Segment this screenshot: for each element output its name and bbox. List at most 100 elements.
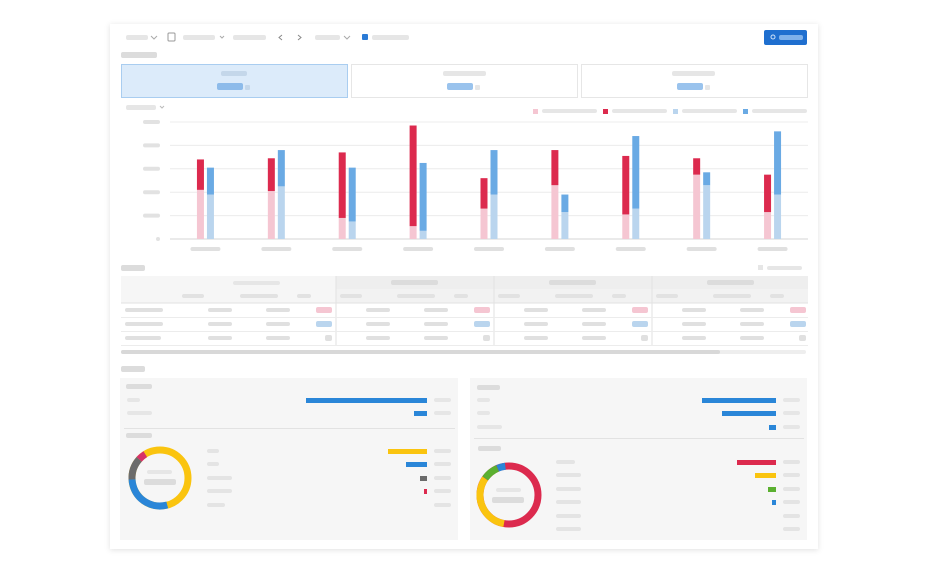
cell-badge [632, 307, 648, 313]
toolbar [126, 30, 807, 45]
cell-badge [632, 321, 648, 327]
panel-left [120, 378, 458, 540]
cell [682, 322, 706, 326]
calendar-icon[interactable] [167, 32, 176, 42]
legend [533, 109, 807, 114]
bar-segment [622, 155, 630, 215]
bar-segment [551, 185, 559, 239]
cell-badge [316, 307, 332, 313]
cell [524, 336, 548, 340]
cell [266, 322, 290, 326]
bar-segment [480, 208, 488, 239]
cell [682, 308, 706, 312]
bar-segment [703, 185, 711, 239]
bar-segment [348, 221, 356, 239]
panel-right [470, 378, 807, 540]
x-tick-label [403, 247, 434, 251]
scroll-thumb[interactable] [121, 350, 720, 354]
bar-segment [774, 131, 782, 195]
kpi-cards [121, 64, 808, 98]
cell [424, 322, 448, 326]
kpi-card[interactable] [581, 64, 808, 98]
bar-segment [622, 214, 630, 239]
legend-label [542, 109, 597, 113]
bar-segment [632, 136, 640, 209]
checkbox-label [372, 35, 409, 40]
kpi-label [672, 71, 715, 76]
date-field[interactable] [183, 35, 215, 40]
bar-segment [409, 125, 417, 227]
legend-label [682, 109, 737, 113]
cell [266, 336, 290, 340]
section-label [121, 366, 145, 372]
cell-badge [641, 335, 648, 341]
bar-segment [196, 159, 204, 190]
y-tick-label [143, 166, 160, 171]
checkbox[interactable] [362, 34, 368, 40]
cell-badge [799, 335, 806, 341]
bar-segment [206, 167, 214, 195]
cell [208, 308, 232, 312]
kpi-label [221, 71, 247, 76]
button-label [779, 35, 803, 40]
cell [582, 308, 606, 312]
x-tick-label [474, 247, 504, 251]
section-label [121, 265, 145, 271]
export-icon[interactable] [758, 265, 763, 270]
kpi-delta [705, 85, 710, 90]
bar-chart [143, 120, 808, 251]
bar-segment [561, 212, 569, 239]
chevron [159, 105, 165, 109]
x-tick-label [544, 247, 575, 251]
bar-segment [267, 158, 275, 192]
bar-segment [277, 186, 285, 239]
kpi-card[interactable] [351, 64, 578, 98]
x-tick-label [190, 247, 221, 251]
bar-segment [480, 178, 488, 209]
prev-button[interactable] [278, 34, 283, 41]
x-tick-label [615, 247, 646, 251]
bar-segment [764, 174, 772, 213]
cell [366, 308, 390, 312]
cell-badge [316, 321, 332, 327]
y-tick-label [143, 213, 160, 218]
kpi-delta [245, 85, 250, 90]
chevron [150, 35, 158, 40]
legend-swatch [743, 109, 748, 114]
dropdown[interactable] [126, 35, 148, 40]
cell [740, 308, 764, 312]
cell-badge [790, 321, 806, 327]
export-label[interactable] [767, 266, 802, 270]
bar-segment [693, 174, 701, 239]
bar-segment [632, 208, 640, 239]
bar-segment [490, 194, 498, 239]
cell-badge [790, 307, 806, 313]
chevron [219, 35, 225, 39]
bar-segment [267, 191, 275, 239]
date-field[interactable] [233, 35, 266, 40]
cell [582, 322, 606, 326]
kpi-value [217, 83, 243, 90]
bar-segment [419, 230, 427, 239]
kpi-value [447, 83, 473, 90]
bar-segment [561, 194, 569, 213]
bar-segment [196, 189, 204, 239]
chevron [343, 35, 351, 40]
bar-segment [764, 212, 772, 239]
bar-segment [277, 150, 285, 187]
cell [582, 336, 606, 340]
x-tick-label [757, 247, 788, 251]
cell [524, 322, 548, 326]
chart-dropdown[interactable] [126, 105, 156, 110]
bar-segment [206, 194, 214, 239]
kpi-card[interactable] [121, 64, 348, 98]
next-button[interactable] [297, 34, 302, 41]
data-table [121, 276, 808, 354]
bar-segment [338, 152, 346, 218]
cell [682, 336, 706, 340]
dropdown[interactable] [315, 35, 340, 40]
bar-segment [348, 167, 356, 222]
bar-segment [693, 158, 701, 175]
cell [424, 308, 448, 312]
